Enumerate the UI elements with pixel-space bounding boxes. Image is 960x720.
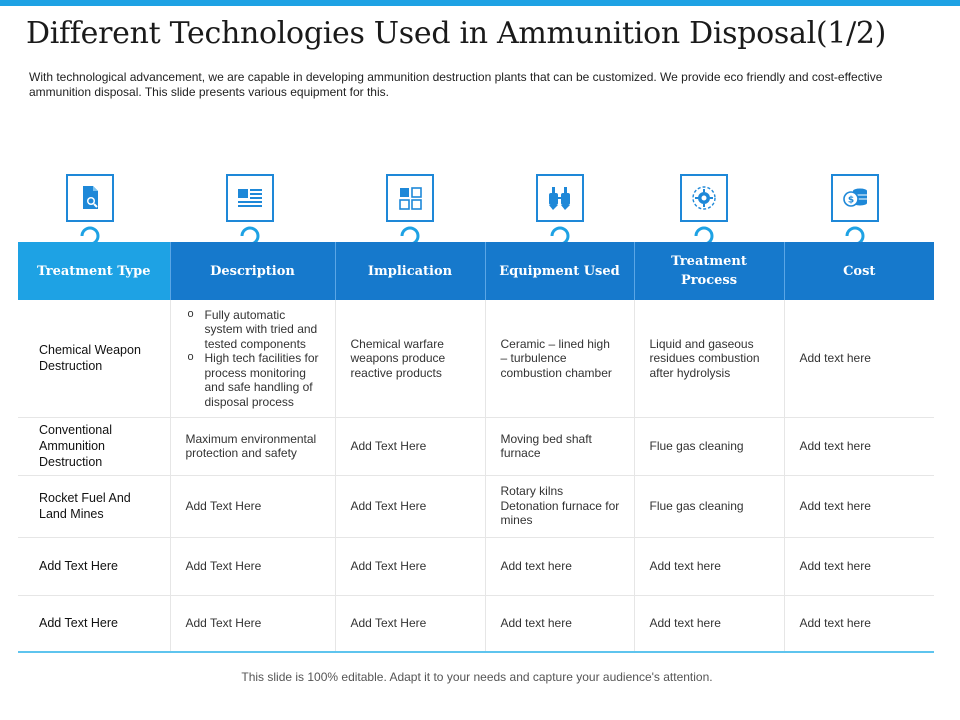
bullet-item: Fully automatic system with tried and te… <box>186 307 321 352</box>
bullet-item: High tech facilities for process monitor… <box>186 350 321 409</box>
icon-box <box>536 174 584 222</box>
cell-description: Maximum environmental protection and saf… <box>170 417 336 476</box>
icon-column-equipment <box>530 172 590 262</box>
gear-process-icon <box>692 186 716 210</box>
document-search-icon <box>83 186 98 209</box>
icon-box <box>386 174 434 222</box>
industrial-tanks-icon <box>549 187 570 210</box>
cell-equipment: Moving bed shaft furnace <box>485 417 635 476</box>
cell-implication: Add Text Here <box>335 537 486 596</box>
cell-description: Add Text Here <box>170 537 336 596</box>
icon-box <box>226 174 274 222</box>
cell-implication: Add Text Here <box>335 417 486 476</box>
icon-column-implication <box>380 172 440 262</box>
cell-equipment: Add text here <box>485 537 635 596</box>
cell-equipment: Add text here <box>485 595 635 653</box>
footer-note: This slide is 100% editable. Adapt it to… <box>241 670 713 684</box>
cell-cost: Add text here <box>784 475 934 538</box>
header-treatment-type: Treatment Type <box>18 242 171 300</box>
cell-process: Liquid and gaseous residues combustion a… <box>634 300 785 418</box>
article-layout-icon <box>238 189 262 207</box>
cell-equipment: Ceramic – lined high – turbulence combus… <box>485 300 635 418</box>
cell-process: Flue gas cleaning <box>634 475 785 538</box>
icon-column-cost: $ <box>825 172 885 262</box>
header-equipment-used: Equipment Used <box>485 242 635 300</box>
description-bullets: Fully automatic system with tried and te… <box>186 307 321 410</box>
cell-implication: Chemical warfare weapons produce reactiv… <box>335 300 486 418</box>
table-row: Chemical Weapon Destruction Fully automa… <box>18 300 934 418</box>
top-accent-bar <box>0 0 960 6</box>
cell-equipment: Rotary kilns Detonation furnace for mine… <box>485 475 635 538</box>
svg-text:$: $ <box>848 196 854 206</box>
cell-treatment-type: Add Text Here <box>18 595 171 653</box>
cell-cost: Add text here <box>784 537 934 596</box>
table-header-row: Treatment Type Description Implication E… <box>18 242 934 300</box>
cell-description: Add Text Here <box>170 475 336 538</box>
cell-treatment-type: Conventional Ammunition Destruction <box>18 417 171 476</box>
icon-column-description <box>220 172 280 262</box>
table-row: Conventional Ammunition Destruction Maxi… <box>18 417 934 476</box>
grid-tiles-icon <box>399 187 422 210</box>
cell-cost: Add text here <box>784 300 934 418</box>
page-title: Different Technologies Used in Ammunitio… <box>26 16 887 51</box>
header-treatment-process: Treatment Process <box>634 242 785 300</box>
header-description: Description <box>170 242 336 300</box>
cell-implication: Add Text Here <box>335 475 486 538</box>
coin-stack-icon: $ <box>843 188 867 207</box>
cell-treatment-type: Rocket Fuel And Land Mines <box>18 475 171 538</box>
cell-cost: Add text here <box>784 595 934 653</box>
icon-box: $ <box>831 174 879 222</box>
icon-box <box>680 174 728 222</box>
cell-process: Add text here <box>634 537 785 596</box>
cell-process: Add text here <box>634 595 785 653</box>
technologies-table: Treatment Type Description Implication E… <box>18 242 934 654</box>
table-row: Add Text Here Add Text Here Add Text Her… <box>18 595 934 653</box>
cell-description: Fully automatic system with tried and te… <box>170 300 336 418</box>
header-cost: Cost <box>784 242 934 300</box>
header-implication: Implication <box>335 242 486 300</box>
icon-column-treatment-process <box>674 172 734 262</box>
cell-cost: Add text here <box>784 417 934 476</box>
cell-description: Add Text Here <box>170 595 336 653</box>
cell-implication: Add Text Here <box>335 595 486 653</box>
intro-paragraph: With technological advancement, we are c… <box>29 70 883 99</box>
cell-treatment-type: Chemical Weapon Destruction <box>18 300 171 418</box>
cell-treatment-type: Add Text Here <box>18 537 171 596</box>
table-row: Add Text Here Add Text Here Add Text Her… <box>18 537 934 596</box>
cell-process: Flue gas cleaning <box>634 417 785 476</box>
icon-box <box>66 174 114 222</box>
table-row: Rocket Fuel And Land Mines Add Text Here… <box>18 475 934 538</box>
